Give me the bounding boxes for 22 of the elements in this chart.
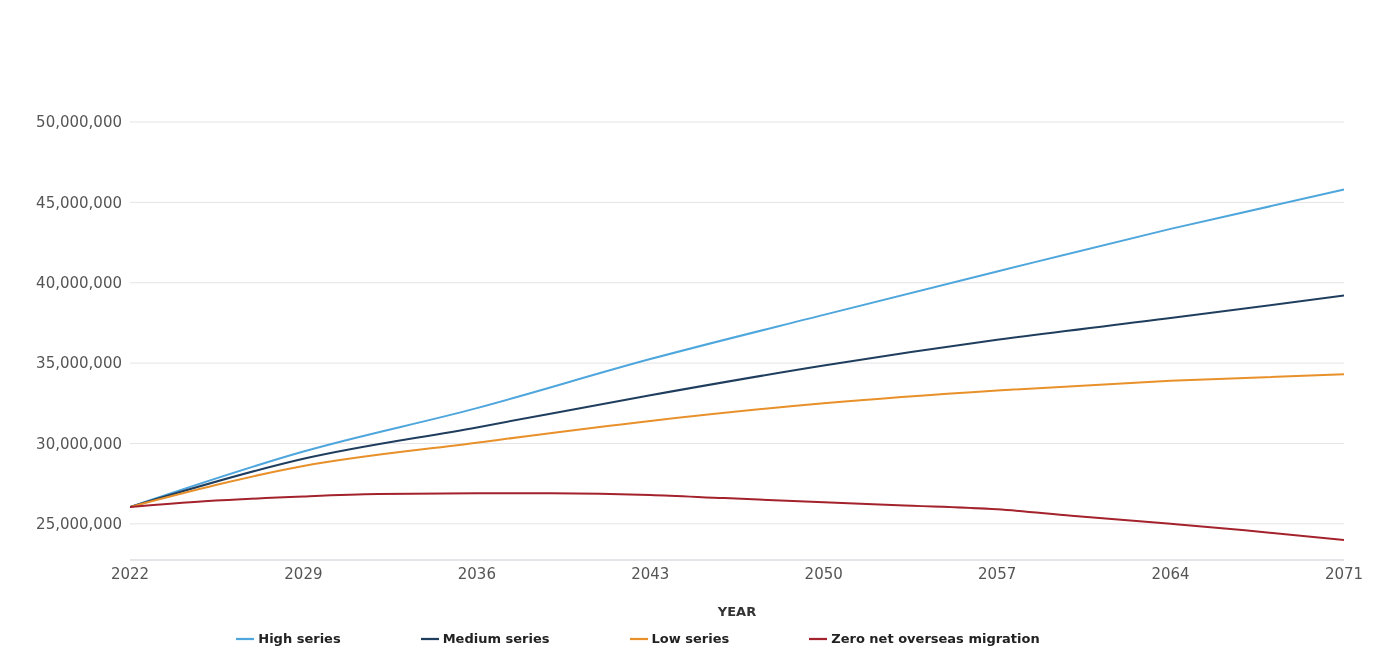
x-axis-title: YEAR [716,604,757,619]
line-series [130,373,1344,508]
x-tick-label: 2036 [457,564,496,583]
x-tick-label: 2043 [631,564,670,583]
x-tick-label: 2064 [1151,564,1190,583]
line-series [130,294,1344,508]
legend-label: Zero net overseas migration [831,630,1040,646]
y-tick-label: 40,000,000 [36,274,122,293]
x-tick-label: 2071 [1324,564,1364,583]
y-tick-label: 45,000,000 [36,193,122,212]
x-tick-label: 2029 [284,564,323,583]
y-tick-label: 50,000,000 [36,113,122,132]
line-series [130,492,1344,541]
legend-label: Low series [651,630,730,646]
x-tick-label: 2022 [110,564,150,583]
x-tick-label: 2050 [804,564,843,583]
legend-label: High series [258,630,341,646]
x-tick-label: 2057 [978,564,1017,583]
y-tick-label: 25,000,000 [36,515,122,534]
legend-label: Medium series [442,630,550,646]
y-tick-label: 30,000,000 [36,434,122,453]
y-tick-label: 35,000,000 [36,354,122,373]
